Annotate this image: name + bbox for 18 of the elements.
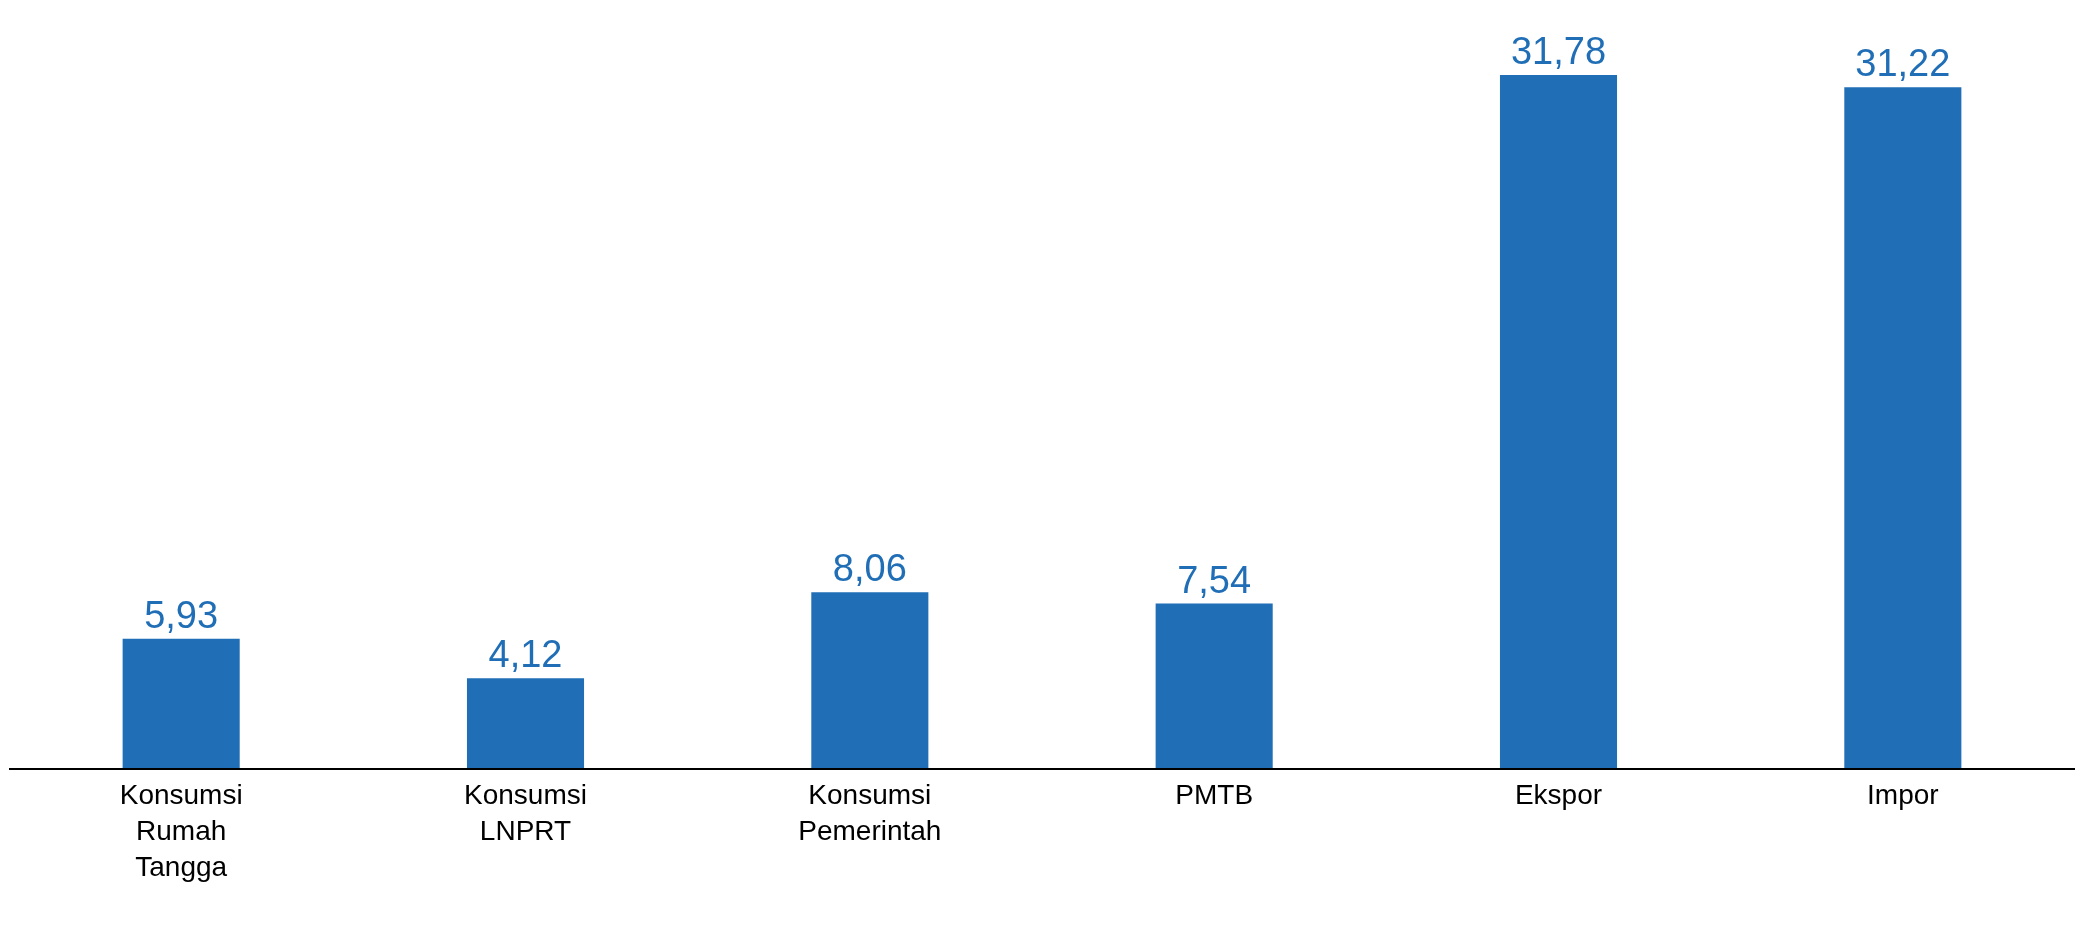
bar — [466, 678, 585, 768]
data-label: 8,06 — [832, 547, 907, 590]
data-label: 31,22 — [1855, 42, 1951, 85]
data-label: 7,54 — [1177, 558, 1252, 601]
data-label: 4,12 — [488, 633, 563, 676]
bar — [1155, 603, 1273, 768]
x-tick-label: Konsumsi Rumah Tangga — [119, 778, 243, 883]
bar — [1499, 75, 1618, 768]
data-label: 5,93 — [144, 593, 219, 636]
bar — [811, 592, 929, 768]
bar — [122, 638, 240, 768]
bar — [1844, 87, 1962, 768]
x-tick-label: Konsumsi Pemerintah — [798, 778, 942, 846]
x-tick-label: Konsumsi LNPRT — [464, 778, 587, 846]
x-tick-label: PMTB — [1175, 778, 1254, 810]
data-label: 31,78 — [1510, 30, 1607, 72]
x-tick-label: Ekspor — [1514, 778, 1603, 810]
x-tick-label: Impor — [1867, 778, 1939, 810]
